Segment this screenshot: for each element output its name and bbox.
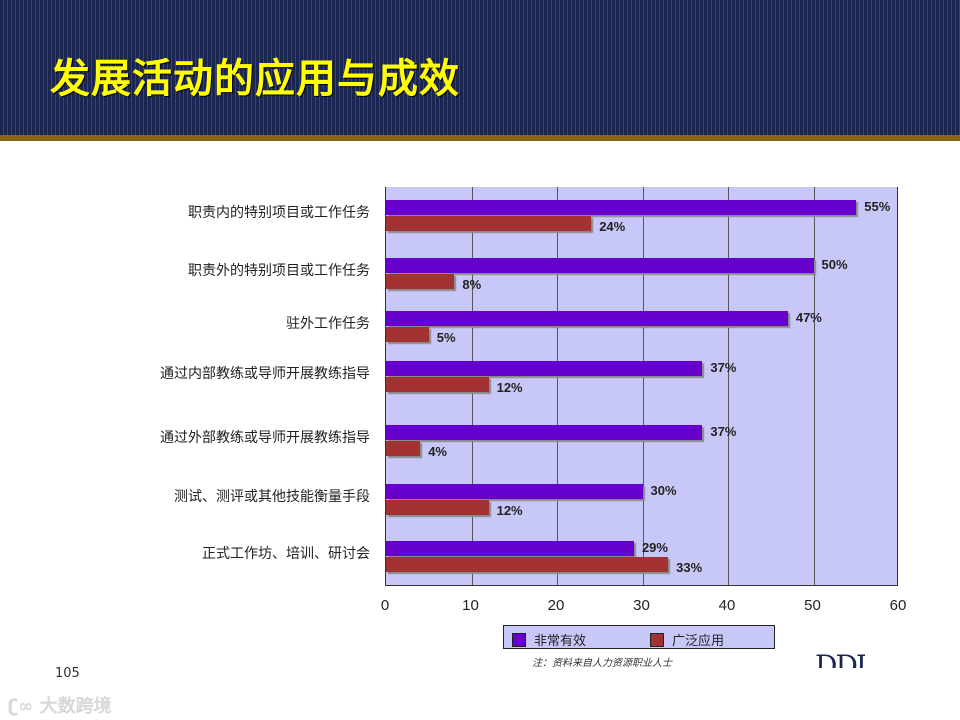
bar-very-effective — [386, 425, 703, 440]
category-label: 职责外的特别项目或工作任务 — [188, 263, 370, 279]
legend-swatch-purple — [512, 632, 526, 647]
value-label: 55% — [864, 199, 891, 214]
watermark-logo-icon: ʗ∞ — [8, 696, 40, 717]
category-label: 通过外部教练或导师开展教练指导 — [160, 430, 370, 446]
value-label: 29% — [641, 540, 668, 555]
bar-widely-used — [386, 377, 489, 392]
gridline — [642, 187, 644, 585]
value-label: 24% — [599, 219, 626, 234]
legend-swatch-red — [650, 632, 664, 647]
legend-item-very-effective: 非常有效 — [512, 630, 586, 649]
bar-widely-used — [386, 557, 669, 572]
x-tick-label: 30 — [633, 597, 650, 614]
category-label: 测试、测评或其他技能衡量手段 — [174, 489, 370, 505]
x-tick-label: 60 — [889, 597, 907, 614]
value-label: 4% — [428, 444, 447, 459]
legend: 非常有效 广泛应用 — [503, 625, 775, 649]
gridline — [557, 187, 558, 585]
category-label: 驻外工作任务 — [286, 316, 370, 332]
value-label: 50% — [821, 257, 848, 272]
bar-widely-used — [386, 216, 592, 231]
legend-label: 非常有效 — [534, 634, 587, 649]
category-label: 通过内部教练或导师开展教练指导 — [160, 366, 370, 382]
gridline — [728, 187, 729, 585]
x-tick-label: 10 — [462, 597, 479, 614]
x-tick-label: 0 — [380, 597, 390, 614]
value-label: 37% — [710, 424, 737, 439]
bar-very-effective — [386, 361, 703, 376]
value-label: 5% — [436, 330, 456, 345]
page-number: 105 — [55, 666, 80, 681]
bar-widely-used — [386, 441, 421, 456]
source-note: 注：资料来自人力资源职业人士 — [532, 658, 672, 669]
watermark: ʗ∞ 大数跨境 — [8, 692, 112, 718]
value-label: 12% — [496, 380, 523, 395]
value-label: 12% — [496, 503, 523, 518]
slide-header — [0, 0, 960, 135]
plot-area: 55% 24% 50% 8% 47% 5% 37% 12% 37% 4% 30% 12% 29% 33% — [385, 187, 898, 586]
bar-very-effective — [386, 200, 857, 215]
bar-very-effective — [386, 484, 643, 499]
ddi-logo: DDI — [815, 652, 865, 668]
slide-title: 发展活动的应用与成效 — [50, 56, 460, 102]
value-label: 8% — [462, 277, 482, 292]
category-label: 正式工作坊、培训、研讨会 — [202, 546, 370, 562]
header-divider — [0, 135, 960, 141]
value-label: 37% — [710, 360, 737, 375]
x-tick-label: 50 — [804, 597, 821, 614]
x-tick-label: 20 — [547, 597, 565, 614]
bar-very-effective — [386, 541, 634, 556]
bar-widely-used — [386, 500, 489, 515]
gridline — [813, 187, 815, 585]
bar-very-effective — [386, 258, 814, 273]
bar-widely-used — [386, 274, 455, 289]
legend-item-widely-used: 广泛应用 — [650, 630, 724, 649]
value-label: 47% — [795, 310, 822, 325]
value-label: 30% — [650, 483, 677, 498]
bar-very-effective — [386, 311, 788, 326]
watermark-text: 大数跨境 — [39, 696, 112, 717]
bar-widely-used — [386, 327, 429, 342]
legend-label: 广泛应用 — [672, 634, 725, 649]
x-tick-label: 40 — [718, 597, 736, 614]
category-label: 职责内的特别项目或工作任务 — [188, 205, 370, 221]
value-label: 33% — [676, 560, 703, 575]
